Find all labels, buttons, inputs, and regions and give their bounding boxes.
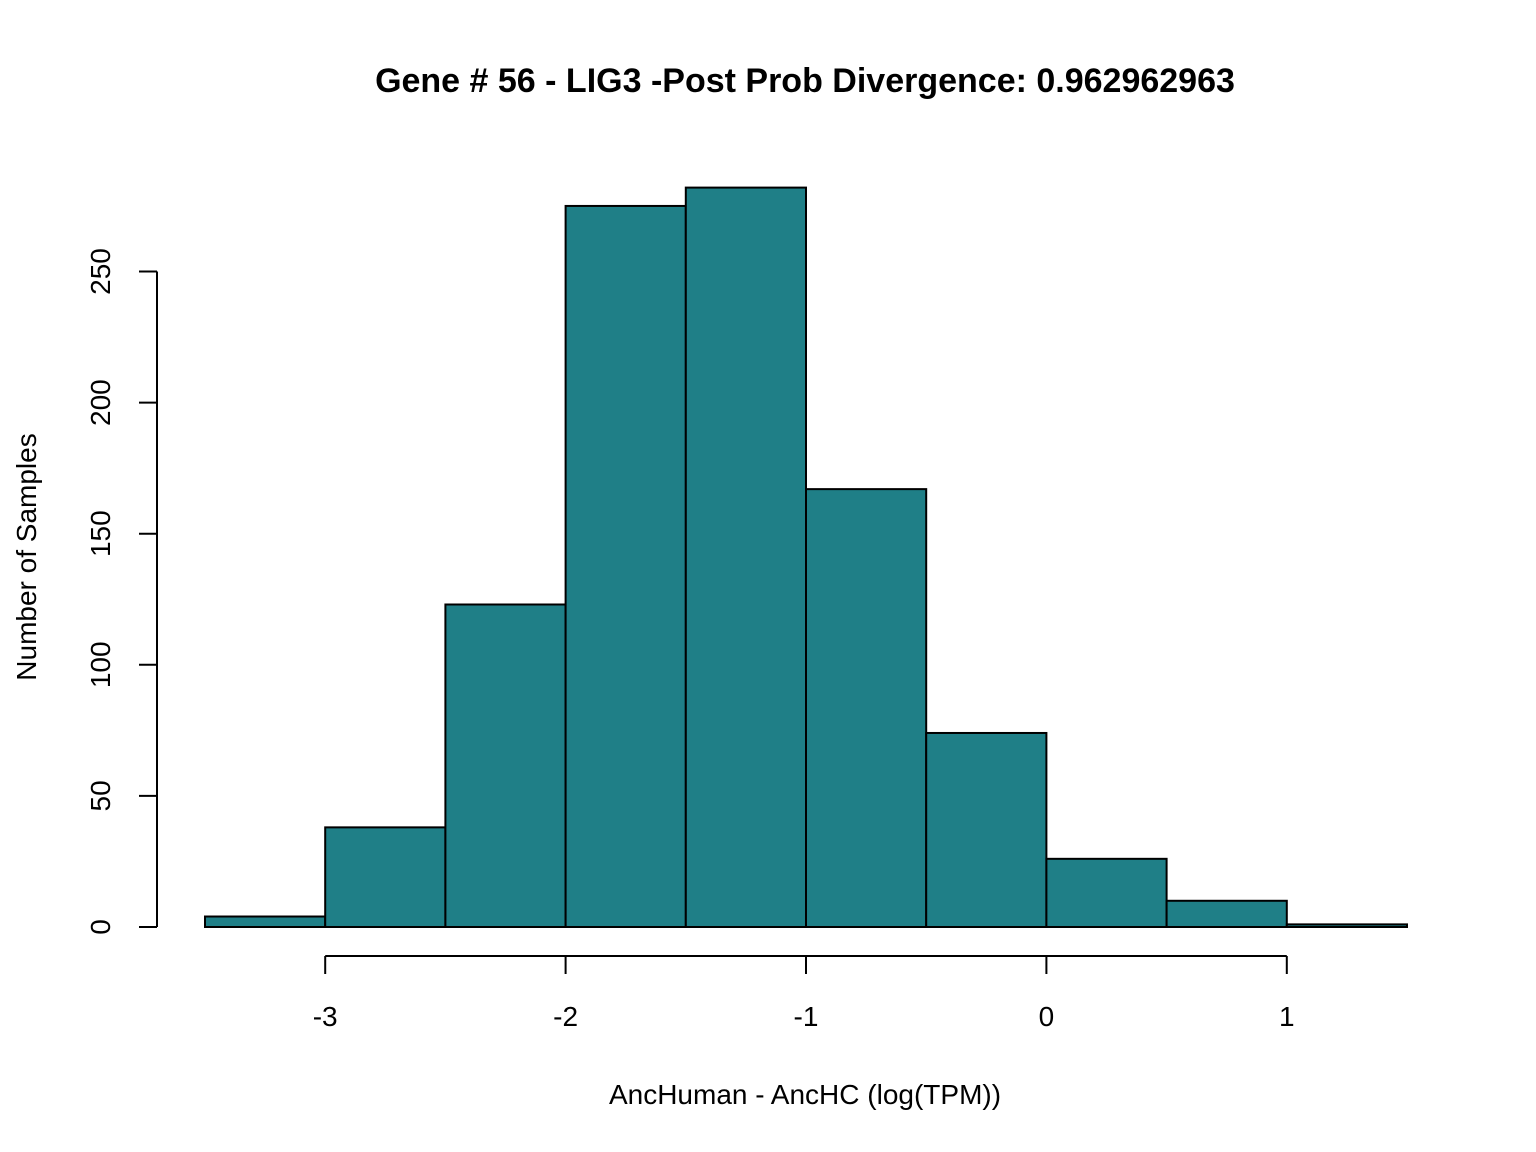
x-tick-label: -3 [313,1001,338,1032]
y-tick-label: 0 [85,919,116,935]
histogram-bars [204,186,1409,929]
histogram-bar [324,826,447,929]
y-tick-label: 250 [85,248,116,295]
y-tick-label: 200 [85,379,116,426]
histogram-bar [1285,923,1409,928]
y-tick-label: 100 [85,641,116,688]
x-tick-label: 1 [1279,1001,1295,1032]
x-tick-label: -2 [553,1001,578,1032]
histogram-bar [684,186,807,928]
y-tick-label: 50 [85,780,116,811]
x-tick-label: -1 [794,1001,819,1032]
histogram-bar [564,204,687,928]
histogram-bar [444,603,567,929]
histogram-bar [204,915,327,929]
histogram-bar [1045,857,1168,928]
y-axis: 0 50 100 150 200 250 [85,248,158,935]
chart-title: Gene # 56 - LIG3 -Post Prob Divergence: … [375,62,1235,100]
histogram-bar [925,731,1048,928]
y-tick-label: 150 [85,510,116,557]
histogram-bar [805,488,928,928]
x-tick-label: 0 [1039,1001,1055,1032]
x-axis: -3 -2 -1 0 1 [313,955,1295,1032]
y-axis-label: Number of Samples [11,433,42,680]
histogram-bar [1165,899,1288,929]
x-axis-label: AncHuman - AncHC (log(TPM)) [609,1079,1001,1110]
